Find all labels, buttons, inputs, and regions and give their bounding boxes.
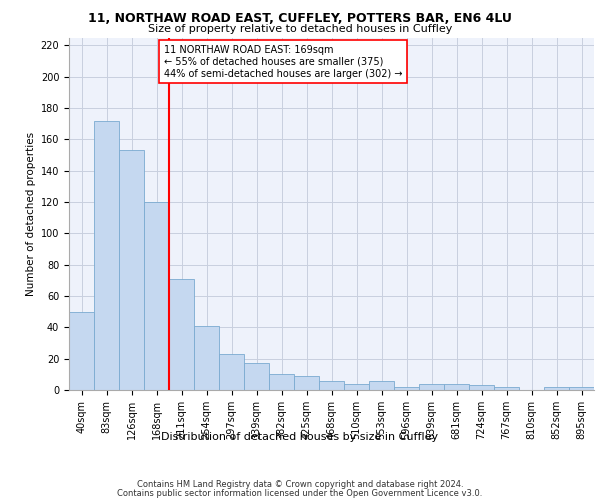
Bar: [469, 386, 494, 390]
Bar: [169, 279, 194, 390]
Text: Size of property relative to detached houses in Cuffley: Size of property relative to detached ho…: [148, 24, 452, 34]
Bar: [269, 374, 294, 390]
Bar: [244, 364, 269, 390]
Bar: [444, 384, 469, 390]
Bar: [94, 120, 119, 390]
Text: Contains HM Land Registry data © Crown copyright and database right 2024.: Contains HM Land Registry data © Crown c…: [137, 480, 463, 489]
Y-axis label: Number of detached properties: Number of detached properties: [26, 132, 37, 296]
Bar: [69, 312, 94, 390]
Bar: [394, 387, 419, 390]
Bar: [369, 380, 394, 390]
Bar: [319, 380, 344, 390]
Bar: [144, 202, 169, 390]
Bar: [344, 384, 369, 390]
Bar: [494, 387, 519, 390]
Bar: [569, 387, 594, 390]
Bar: [294, 376, 319, 390]
Text: Contains public sector information licensed under the Open Government Licence v3: Contains public sector information licen…: [118, 488, 482, 498]
Bar: [219, 354, 244, 390]
Bar: [544, 387, 569, 390]
Text: Distribution of detached houses by size in Cuffley: Distribution of detached houses by size …: [161, 432, 439, 442]
Bar: [119, 150, 144, 390]
Text: 11 NORTHAW ROAD EAST: 169sqm
← 55% of detached houses are smaller (375)
44% of s: 11 NORTHAW ROAD EAST: 169sqm ← 55% of de…: [164, 46, 403, 78]
Bar: [419, 384, 444, 390]
Text: 11, NORTHAW ROAD EAST, CUFFLEY, POTTERS BAR, EN6 4LU: 11, NORTHAW ROAD EAST, CUFFLEY, POTTERS …: [88, 12, 512, 26]
Bar: [194, 326, 219, 390]
